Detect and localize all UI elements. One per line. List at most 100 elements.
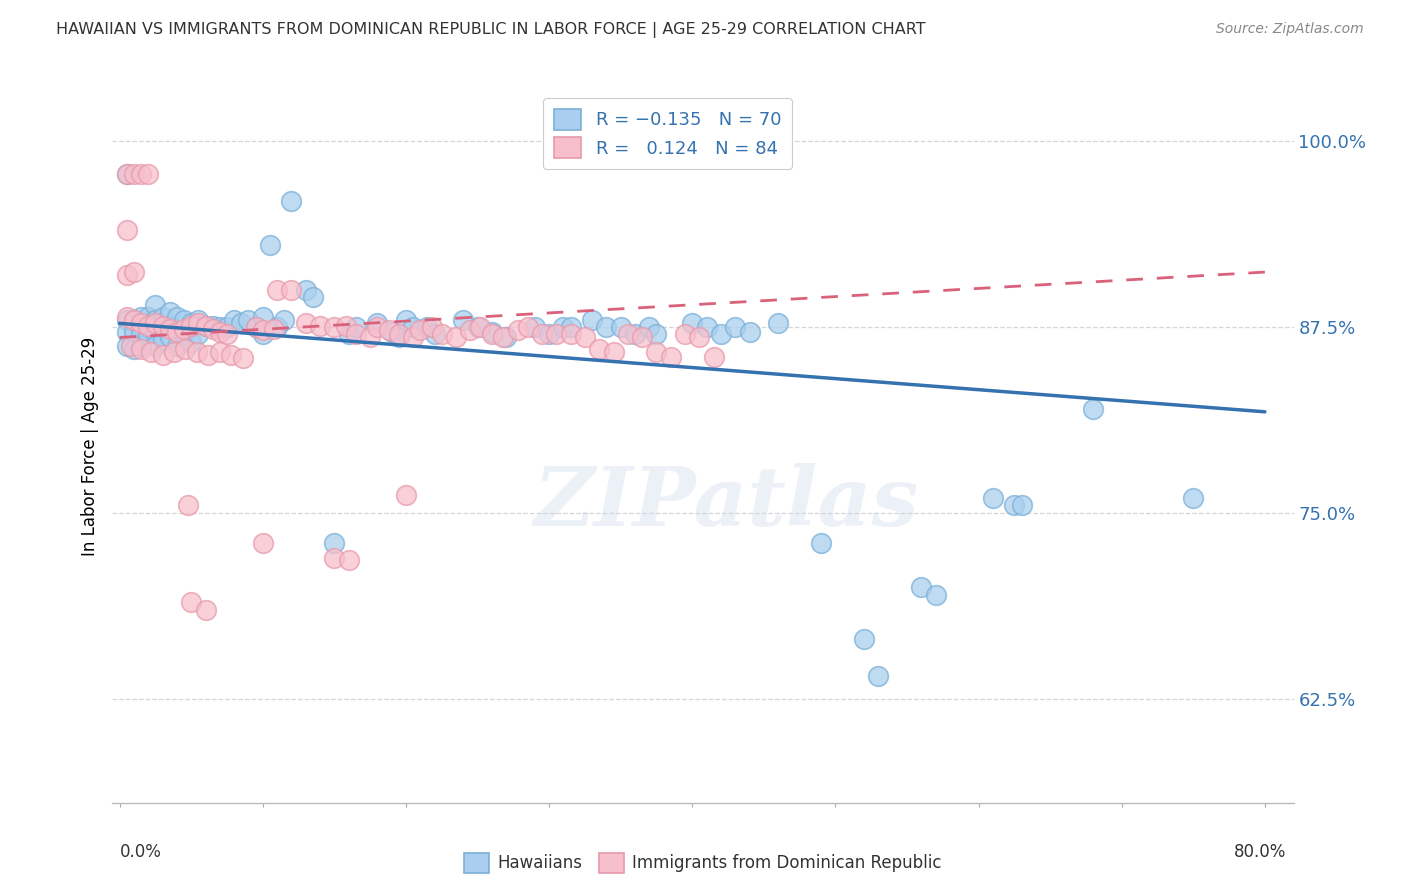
Point — [177, 499, 200, 513]
Point — [208, 345, 231, 359]
Point — [335, 318, 357, 333]
Point — [460, 323, 482, 337]
Point — [868, 669, 890, 683]
Point — [273, 312, 295, 326]
Point — [173, 312, 195, 326]
Point — [259, 238, 281, 252]
Point — [710, 327, 733, 342]
Point — [115, 268, 138, 282]
Point — [560, 327, 582, 342]
Point — [129, 316, 152, 330]
Point — [252, 310, 274, 324]
Point — [853, 632, 876, 647]
Point — [388, 330, 411, 344]
Point — [122, 312, 145, 326]
Point — [139, 345, 162, 359]
Point — [588, 343, 610, 357]
Point — [166, 339, 188, 353]
Point — [470, 320, 492, 334]
Point — [115, 325, 138, 339]
Point — [252, 535, 274, 549]
Point — [294, 316, 316, 330]
Point — [159, 321, 181, 335]
Point — [129, 343, 152, 357]
Point — [129, 339, 152, 353]
Point — [595, 320, 617, 334]
Point — [194, 602, 217, 616]
Point — [173, 327, 195, 342]
Text: HAWAIIAN VS IMMIGRANTS FROM DOMINICAN REPUBLIC IN LABOR FORCE | AGE 25-29 CORREL: HAWAIIAN VS IMMIGRANTS FROM DOMINICAN RE… — [56, 22, 927, 38]
Point — [409, 323, 432, 337]
Point — [553, 320, 575, 334]
Point — [337, 327, 360, 342]
Point — [523, 320, 546, 334]
Point — [696, 320, 718, 334]
Point — [115, 312, 138, 326]
Point — [738, 325, 761, 339]
Legend: Hawaiians, Immigrants from Dominican Republic: Hawaiians, Immigrants from Dominican Rep… — [457, 847, 949, 880]
Point — [152, 334, 174, 348]
Point — [402, 320, 425, 334]
Point — [681, 316, 703, 330]
Point — [136, 318, 159, 333]
Point — [1182, 491, 1205, 505]
Point — [115, 310, 138, 324]
Point — [294, 283, 316, 297]
Point — [145, 298, 167, 312]
Point — [159, 320, 181, 334]
Point — [724, 320, 747, 334]
Point — [266, 320, 288, 334]
Text: 80.0%: 80.0% — [1234, 843, 1286, 861]
Point — [624, 327, 647, 342]
Point — [302, 290, 325, 304]
Point — [180, 318, 202, 333]
Point — [122, 312, 145, 326]
Point — [1002, 499, 1025, 513]
Point — [136, 327, 159, 342]
Point — [981, 491, 1004, 505]
Point — [166, 325, 188, 339]
Point — [810, 535, 832, 549]
Point — [122, 325, 145, 339]
Point — [688, 330, 710, 344]
Point — [266, 283, 288, 297]
Point — [186, 345, 208, 359]
Point — [381, 325, 404, 339]
Point — [638, 320, 661, 334]
Point — [180, 334, 202, 349]
Point — [395, 312, 418, 326]
Point — [538, 327, 561, 342]
Point — [416, 320, 439, 334]
Point — [245, 320, 267, 334]
Point — [232, 351, 254, 366]
Point — [546, 327, 568, 342]
Point — [430, 327, 453, 342]
Point — [602, 345, 624, 359]
Point — [631, 330, 654, 344]
Point — [136, 310, 159, 324]
Point — [115, 223, 138, 237]
Point — [423, 327, 446, 342]
Point — [366, 316, 388, 330]
Point — [910, 580, 932, 594]
Point — [120, 339, 142, 353]
Point — [152, 310, 174, 324]
Point — [163, 345, 186, 359]
Point — [122, 167, 145, 181]
Point — [145, 339, 167, 353]
Point — [395, 488, 418, 502]
Point — [645, 327, 668, 342]
Point — [280, 194, 302, 208]
Point — [215, 327, 238, 342]
Y-axis label: In Labor Force | Age 25-29: In Labor Force | Age 25-29 — [80, 336, 98, 556]
Legend: R = −0.135   N = 70, R =   0.124   N = 84: R = −0.135 N = 70, R = 0.124 N = 84 — [543, 98, 792, 169]
Point — [208, 325, 231, 339]
Point — [136, 320, 159, 334]
Point — [145, 316, 167, 330]
Point — [280, 283, 302, 297]
Point — [617, 327, 640, 342]
Point — [129, 320, 152, 334]
Point — [122, 343, 145, 357]
Point — [323, 535, 346, 549]
Point — [197, 348, 219, 362]
